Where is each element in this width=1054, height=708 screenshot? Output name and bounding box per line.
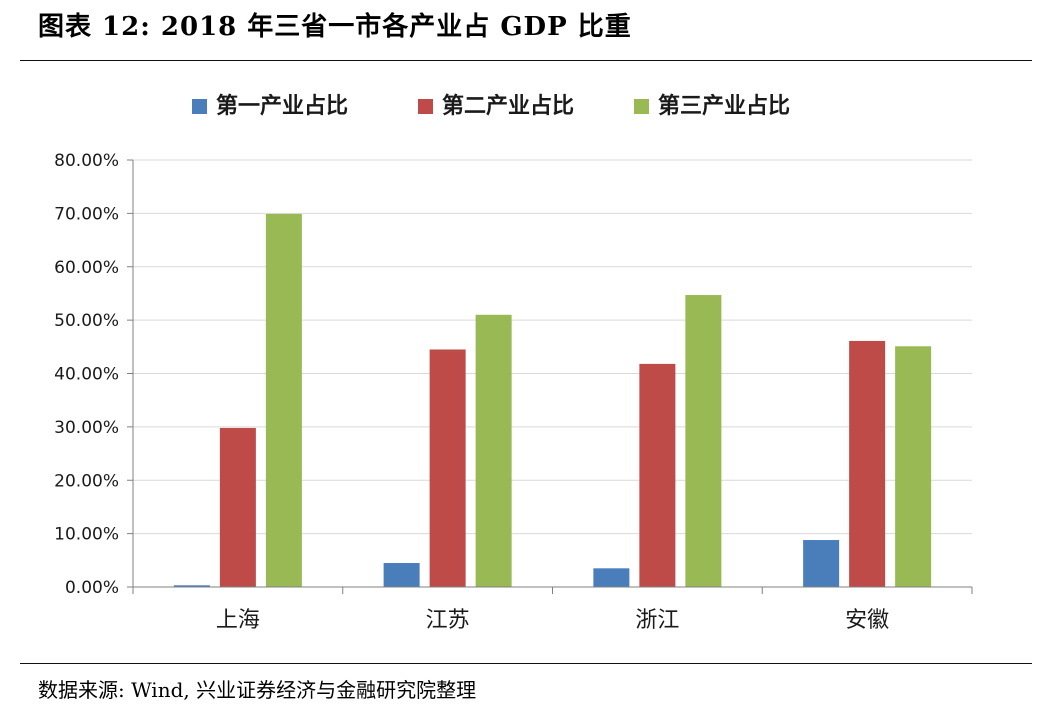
y-axis: 0.00% 10.00% 20.00% 30.00% 40.00% 50.00% 60.00…	[54, 151, 134, 598]
y-tick-label: 80.00%	[54, 151, 119, 171]
bar-2-1	[383, 562, 420, 587]
legend-label: 第三产业占比	[658, 93, 790, 119]
y-tick-label: 10.00%	[54, 525, 119, 545]
y-tick-label: 30.00%	[54, 418, 119, 438]
bar-3-3	[685, 295, 722, 587]
chart-bars	[173, 213, 932, 587]
legend-item-3: 第三产业占比	[634, 93, 790, 119]
x-axis: 上海 江苏 浙江 安徽	[132, 586, 973, 633]
top-divider	[20, 60, 1032, 61]
bar-1-2	[219, 427, 256, 587]
x-tick-label: 江苏	[426, 608, 470, 633]
y-tick-label: 70.00%	[54, 204, 119, 224]
legend-label: 第二产业占比	[442, 93, 574, 119]
x-tick-label: 浙江	[635, 608, 679, 633]
legend-swatch	[418, 99, 433, 114]
legend-swatch	[634, 99, 649, 114]
bar-1-1	[173, 585, 210, 587]
bar-4-1	[803, 540, 840, 587]
bar-2-2	[429, 349, 466, 587]
chart-gridlines	[133, 159, 972, 535]
legend-label: 第一产业占比	[216, 93, 348, 119]
legend-swatch	[192, 99, 207, 114]
legend-item-1: 第一产业占比	[192, 93, 348, 119]
chart-legend: 第一产业占比 第二产业占比 第三产业占比	[192, 93, 790, 119]
bar-chart: 第一产业占比 第二产业占比 第三产业占比 0.00% 10.00% 20.00% 30.0…	[54, 93, 973, 633]
bar-3-1	[593, 568, 630, 587]
y-tick-label: 0.00%	[65, 578, 119, 598]
bar-4-3	[895, 346, 932, 587]
bar-4-2	[849, 340, 886, 587]
page-title: 图表 12: 2018 年三省一市各产业占 GDP 比重	[38, 12, 632, 42]
y-tick-label: 40.00%	[54, 365, 119, 385]
y-tick-label: 50.00%	[54, 311, 119, 331]
y-tick-label: 20.00%	[54, 471, 119, 491]
x-tick-label: 安徽	[845, 608, 889, 633]
y-tick-label: 60.00%	[54, 258, 119, 278]
x-tick-label: 上海	[216, 608, 260, 633]
bar-1-3	[265, 213, 302, 587]
legend-item-2: 第二产业占比	[418, 93, 574, 119]
bar-3-2	[639, 363, 676, 587]
bar-2-3	[475, 314, 512, 587]
bottom-divider	[20, 663, 1032, 664]
source-note: 数据来源: Wind, 兴业证券经济与金融研究院整理	[38, 678, 477, 702]
